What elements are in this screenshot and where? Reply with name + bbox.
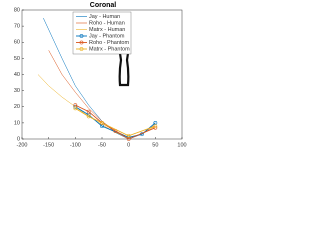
x-tick-label: -200	[16, 142, 27, 148]
y-tick-label: 30	[14, 88, 20, 94]
x-tick-label: -50	[98, 142, 106, 148]
y-tick-label: 50	[14, 56, 20, 62]
page: Coronal -200 -150 -100 -50 0 50 100 0 10 20 30 40 50…	[0, 0, 190, 152]
chart: Coronal -200 -150 -100 -50 0 50 100 0 10 20 30 40 50…	[0, 0, 190, 152]
y-tick-label: 20	[14, 104, 20, 110]
legend-marker	[79, 40, 84, 45]
y-tick-label: 80	[14, 7, 20, 13]
series-marker	[100, 120, 104, 125]
legend-box	[72, 11, 132, 55]
series-line	[75, 104, 156, 140]
y-tick-label: 10	[14, 120, 20, 126]
series-marker	[86, 114, 91, 119]
x-tick-label: 0	[127, 142, 130, 148]
chart-title: Coronal	[90, 2, 117, 9]
legend-marker	[79, 34, 84, 38]
x-tick-label: -100	[70, 142, 81, 148]
y-tick-label: 70	[14, 24, 20, 30]
series-marker	[73, 106, 78, 111]
legend-label: Matrx - Phantom	[89, 46, 130, 52]
legend-label: Roho - Human	[89, 20, 125, 26]
series-marker	[126, 133, 131, 138]
series-marker	[86, 109, 91, 114]
legend-label: Matrx - Human	[89, 27, 125, 33]
y-tick-label: 40	[14, 72, 20, 78]
series-line	[75, 107, 156, 137]
x-tick-label: -150	[43, 142, 54, 148]
legend-marker	[79, 47, 84, 51]
legend-label: Jay - Phantom	[89, 33, 125, 39]
legend-label: Jay - Human	[89, 14, 120, 20]
x-tick-label: 100	[177, 142, 186, 148]
y-tick-label: 60	[14, 40, 20, 46]
y-tick-label: 0	[17, 136, 20, 142]
legend-label: Roho - Phantom	[89, 40, 129, 46]
series-marker	[153, 124, 158, 129]
x-tick-label: 50	[152, 142, 158, 148]
